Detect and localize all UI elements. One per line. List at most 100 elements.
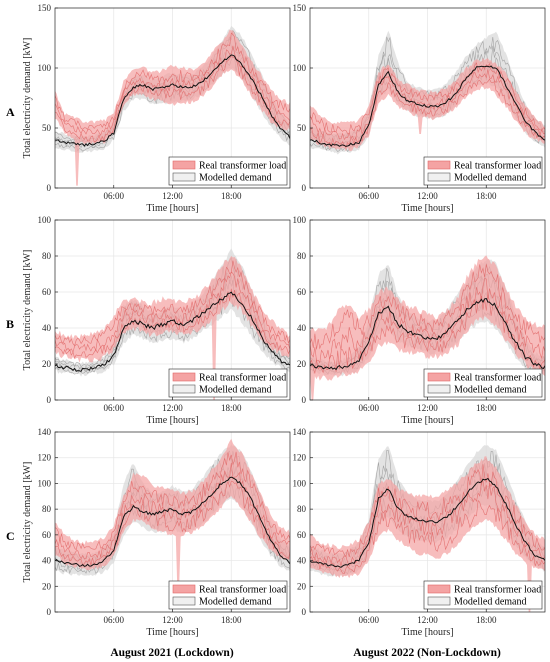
y-tick-label: 80: [297, 504, 307, 514]
x-tick-label: 12:00: [162, 615, 183, 625]
y-tick-label: 100: [38, 215, 52, 225]
y-tick-label: 0: [302, 395, 307, 405]
column-label-2022: August 2022 (Non-Lockdown): [353, 647, 501, 659]
real-load-trace: [310, 294, 545, 374]
legend-label-real: Real transformer load: [454, 373, 541, 384]
x-tick-label: 18:00: [476, 615, 497, 625]
real-load-band: [310, 255, 545, 400]
series-layer: [55, 248, 290, 400]
y-tick-label: 0: [47, 395, 52, 405]
legend-label-model: Modelled demand: [454, 597, 526, 608]
y-tick-label: 60: [42, 287, 52, 297]
legend-swatch-real: [427, 584, 451, 594]
x-tick-label: 06:00: [103, 615, 124, 625]
x-tick-label: 12:00: [417, 403, 438, 413]
y-axis-label: Total electricity demand [kW]: [22, 250, 33, 371]
series-layer: [310, 255, 545, 400]
x-tick-label: 18:00: [221, 403, 242, 413]
x-tick-label: 06:00: [103, 403, 124, 413]
x-axis-label: Time [hours]: [146, 627, 198, 638]
x-axis-label: Time [hours]: [401, 627, 453, 638]
y-tick-label: 60: [297, 530, 307, 540]
real-load-trace: [55, 32, 290, 130]
y-tick-label: 40: [42, 556, 52, 566]
legend-label-real: Real transformer load: [199, 373, 286, 384]
legend-label-model: Modelled demand: [454, 385, 526, 396]
y-tick-label: 0: [47, 183, 52, 193]
legend-label-real: Real transformer load: [199, 161, 286, 172]
series-layer: [55, 25, 290, 186]
x-tick-label: 06:00: [103, 191, 124, 201]
y-tick-label: 0: [302, 607, 307, 617]
real-load-trace: [55, 54, 290, 143]
y-tick-label: 50: [297, 123, 307, 133]
legend-label-model: Modelled demand: [199, 597, 271, 608]
y-tick-label: 100: [38, 63, 52, 73]
x-tick-label: 18:00: [476, 191, 497, 201]
y-tick-label: 20: [42, 359, 52, 369]
y-tick-label: 100: [293, 63, 307, 73]
y-tick-label: 40: [297, 556, 307, 566]
real-load-trace: [310, 278, 545, 364]
x-tick-label: 12:00: [162, 403, 183, 413]
x-tick-label: 12:00: [417, 615, 438, 625]
x-axis-label: Time [hours]: [146, 203, 198, 214]
legend-label-model: Modelled demand: [199, 173, 271, 184]
series-layer: [310, 30, 545, 155]
y-tick-label: 20: [42, 581, 52, 591]
chart-panel-c-2022: 06:00 12:00 18:00 0 20 40 60 80 100 120 140 Time [h…: [293, 427, 546, 638]
y-axis-label: Total electricity demand [kW]: [22, 38, 33, 159]
series-layer: [310, 445, 545, 612]
x-tick-label: 06:00: [358, 191, 379, 201]
y-tick-label: 150: [293, 3, 307, 13]
chart-panel-b-2021: 06:00 12:00 18:00 0 20 40 60 80 100 Time [hours] T…: [22, 215, 291, 426]
legend-swatch-model: [172, 384, 196, 394]
y-tick-label: 40: [297, 323, 307, 333]
row-label-b: B: [6, 317, 14, 331]
x-axis-label: Time [hours]: [401, 415, 453, 426]
y-tick-label: 100: [38, 478, 52, 488]
series-layer: [55, 438, 290, 592]
legend-swatch-model: [427, 384, 451, 394]
real-load-band: [310, 456, 545, 612]
real-load-trace: [310, 499, 545, 575]
real-load-trace: [310, 480, 545, 567]
mean-demand-line: [310, 297, 545, 371]
x-tick-label: 12:00: [162, 191, 183, 201]
real-load-trace: [310, 62, 545, 134]
mean-demand-line: [55, 476, 290, 567]
y-tick-label: 140: [38, 427, 52, 437]
x-tick-label: 06:00: [358, 403, 379, 413]
y-axis-label: Total electricity demand [kW]: [22, 462, 33, 583]
mean-demand-line: [310, 65, 545, 147]
real-load-trace: [310, 264, 545, 350]
y-tick-label: 20: [297, 359, 307, 369]
y-tick-label: 80: [42, 251, 52, 261]
legend-swatch-real: [172, 372, 196, 382]
y-tick-label: 50: [42, 123, 52, 133]
legend-swatch-real: [427, 372, 451, 382]
row-label-c: C: [6, 529, 15, 543]
y-tick-label: 120: [38, 453, 52, 463]
legend-label-model: Modelled demand: [454, 173, 526, 184]
y-tick-label: 100: [293, 478, 307, 488]
legend-label-real: Real transformer load: [199, 585, 286, 596]
legend-swatch-real: [427, 160, 451, 170]
legend-label-model: Modelled demand: [199, 385, 271, 396]
y-tick-label: 80: [297, 251, 307, 261]
legend-swatch-model: [172, 172, 196, 182]
x-tick-label: 06:00: [358, 615, 379, 625]
chart-panel-a-2021: 06:00 12:00 18:00 0 50 100 150 Time [hours] Tota…: [22, 3, 291, 214]
y-tick-label: 0: [47, 607, 52, 617]
y-tick-label: 20: [297, 581, 307, 591]
real-load-trace: [55, 260, 290, 347]
y-tick-label: 120: [293, 453, 307, 463]
y-tick-label: 140: [293, 427, 307, 437]
